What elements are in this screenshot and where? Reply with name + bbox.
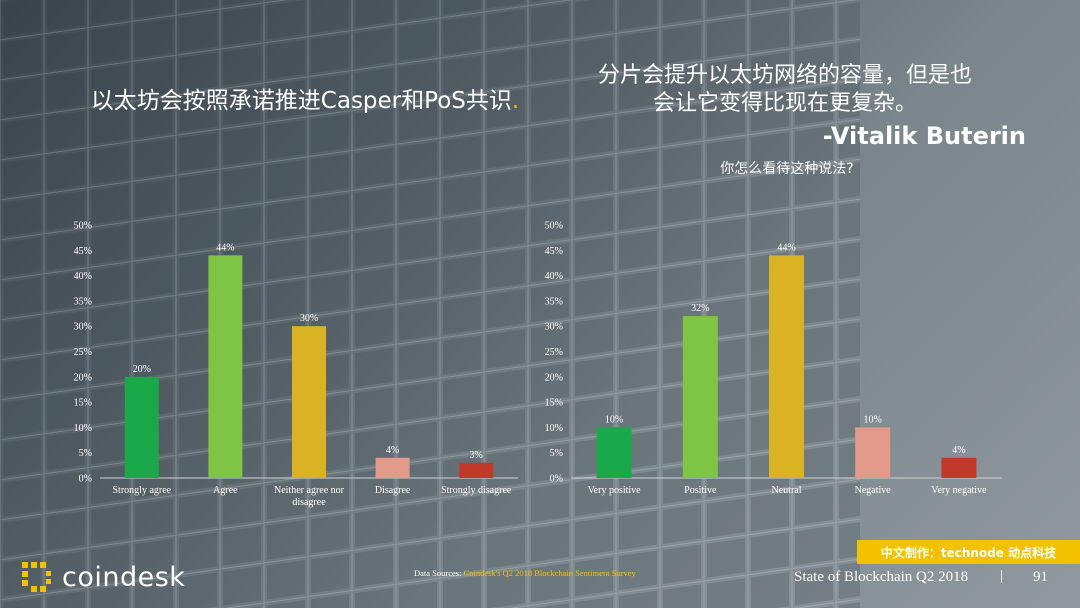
quote: 分片会提升以太坊网络的容量，但是也 会让它变得比现在更复杂。 — [545, 62, 1025, 118]
y-tick-label: 15% — [74, 398, 92, 409]
bar — [682, 316, 718, 478]
y-tick-label: 50% — [545, 221, 563, 232]
y-tick-label: 40% — [545, 271, 563, 282]
x-category-label: Positive — [684, 485, 717, 496]
y-tick-label: 50% — [74, 221, 92, 232]
y-tick-label: 5% — [79, 448, 92, 459]
x-category-label: Strongly disagree — [441, 485, 512, 496]
credit-badge: 中文制作：technode 动点科技 — [857, 540, 1080, 564]
bar — [208, 255, 243, 478]
x-category-label: Very negative — [931, 485, 987, 496]
y-tick-label: 20% — [74, 372, 92, 383]
y-tick-label: 5% — [550, 448, 563, 459]
quote-line-1: 分片会提升以太坊网络的容量，但是也 — [597, 63, 972, 88]
y-tick-label: 35% — [545, 296, 563, 307]
y-tick-label: 45% — [74, 246, 92, 257]
coindesk-logo-text: coindesk — [62, 561, 186, 593]
data-label: 10% — [605, 414, 623, 425]
x-category-label: Neutral — [772, 485, 802, 496]
y-tick-label: 10% — [545, 423, 563, 434]
x-category-label: Strongly agree — [113, 485, 172, 496]
x-category-label: Very positive — [588, 485, 642, 496]
data-label: 44% — [777, 242, 795, 253]
bar — [941, 457, 977, 478]
x-category-label: Agree — [213, 485, 238, 496]
bar — [855, 427, 891, 478]
x-category-label: Negative — [855, 485, 892, 496]
bar — [769, 255, 804, 478]
data-label: 20% — [133, 364, 151, 375]
bar — [459, 462, 494, 478]
bar — [124, 376, 159, 478]
y-tick-label: 0% — [550, 474, 563, 485]
x-category-label: disagree — [292, 497, 326, 508]
left-title: 以太坊会按照承诺推进Casper和PoS共识. — [60, 86, 550, 117]
bar — [375, 457, 410, 478]
footer-report-title: State of Blockchain Q2 2018 — [794, 569, 969, 585]
quote-line-2: 会让它变得比现在更复杂。 — [652, 91, 917, 116]
coindesk-logo: coindesk — [20, 560, 185, 594]
y-tick-label: 30% — [545, 322, 563, 333]
y-tick-label: 35% — [74, 296, 92, 307]
y-tick-label: 45% — [545, 246, 563, 257]
data-label: 4% — [952, 445, 965, 456]
data-sources-label: Data Sources: — [414, 568, 464, 578]
data-sources: Data Sources: Coindesk's Q2 2018 Blockch… — [414, 568, 636, 578]
data-label: 44% — [216, 242, 234, 253]
y-tick-label: 15% — [545, 398, 563, 409]
data-label: 3% — [470, 450, 483, 461]
y-tick-label: 20% — [545, 372, 563, 383]
data-label: 4% — [386, 445, 399, 456]
left-title-text: 以太坊会按照承诺推进Casper和PoS共识 — [90, 88, 512, 114]
page-number: 91 — [1033, 569, 1048, 585]
bar — [596, 427, 632, 478]
left-title-dot: . — [511, 88, 520, 114]
survey-question: 你怎么看待这种说法? — [720, 161, 854, 177]
y-tick-label: 30% — [74, 322, 92, 333]
x-category-label: Disagree — [375, 485, 411, 496]
data-sources-link[interactable]: Coindesk's Q2 2018 Blockchain Sentiment … — [463, 568, 636, 578]
y-tick-label: 10% — [74, 423, 92, 434]
y-tick-label: 25% — [74, 347, 92, 358]
data-label: 32% — [691, 303, 709, 314]
footer-separator: | — [1000, 568, 1004, 584]
y-tick-label: 25% — [545, 347, 563, 358]
x-category-label: Neither agree nor — [274, 485, 345, 496]
coindesk-logo-icon — [22, 562, 51, 592]
quote-author: -Vitalik Buterin — [822, 122, 1026, 150]
data-label: 30% — [300, 313, 318, 324]
bar-chart-agreement: 0% 5% 10% 15% 20% 25% 30% 35% 40% 45% 50% 20% Strong… — [74, 221, 518, 508]
bar — [292, 326, 326, 478]
data-label: 10% — [864, 414, 882, 425]
y-tick-label: 40% — [74, 271, 92, 282]
y-tick-label: 0% — [79, 474, 92, 485]
